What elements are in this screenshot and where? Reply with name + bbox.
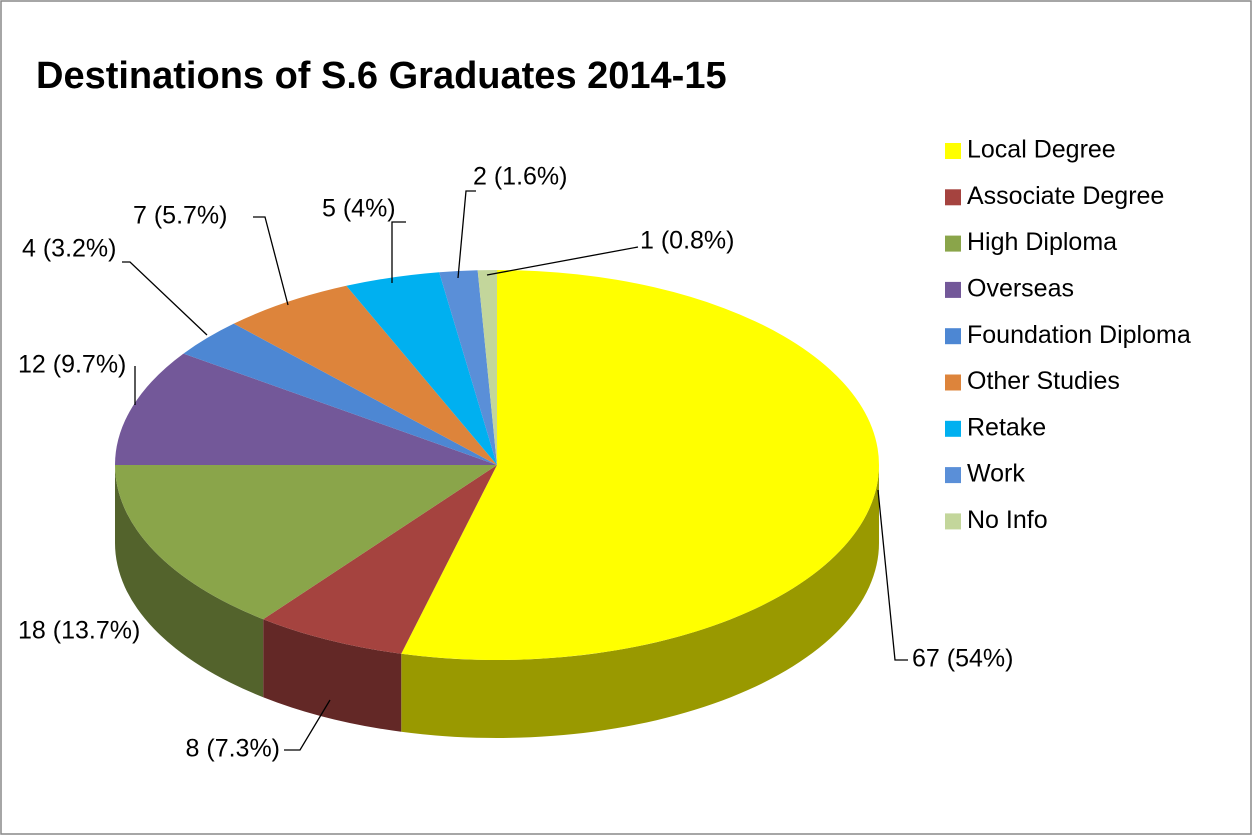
- legend-label: Other Studies: [967, 367, 1120, 395]
- legend-swatch: [945, 374, 961, 391]
- data-label: 67 (54%): [912, 645, 1013, 673]
- leader-line: [253, 216, 289, 306]
- leader-line: [877, 489, 908, 661]
- leader-line: [391, 221, 406, 283]
- data-label: 8 (7.3%): [186, 735, 280, 763]
- legend-label: Associate Degree: [967, 182, 1164, 210]
- legend-swatch: [945, 513, 961, 530]
- slice: [183, 323, 497, 465]
- legend-label: Overseas: [967, 275, 1074, 303]
- slice: [401, 270, 879, 660]
- slice: [233, 285, 497, 465]
- legend-swatch: [945, 328, 961, 345]
- chart-title: Destinations of S.6 Graduates 2014-15: [36, 55, 727, 97]
- slice: [477, 270, 497, 465]
- legend-swatch: [945, 189, 961, 206]
- data-label: 4 (3.2%): [22, 235, 116, 263]
- legend-label: Retake: [967, 413, 1046, 441]
- data-label: 1 (0.8%): [640, 227, 734, 255]
- data-label: 7 (5.7%): [133, 202, 227, 230]
- slice-side: [263, 619, 402, 732]
- data-label: 5 (4%): [322, 195, 396, 223]
- slice: [114, 465, 497, 620]
- legend-swatch: [945, 420, 961, 437]
- slice-side: [114, 465, 264, 698]
- leader-line: [122, 261, 208, 336]
- data-label: 2 (1.6%): [473, 163, 567, 191]
- legend-swatch: [945, 143, 961, 159]
- legend-label: Work: [967, 460, 1025, 488]
- slice: [439, 270, 497, 465]
- legend-label: Foundation Diploma: [967, 321, 1191, 349]
- legend-swatch: [945, 467, 961, 484]
- data-label: 12 (9.7%): [18, 351, 126, 379]
- leader-line: [486, 246, 639, 276]
- slice: [346, 272, 497, 465]
- legend-label: High Diploma: [967, 228, 1117, 256]
- leader-line: [284, 699, 331, 751]
- leader-line: [457, 190, 476, 279]
- data-label: 18 (13.7%): [18, 617, 140, 645]
- legend-label: No Info: [967, 506, 1048, 534]
- slice: [263, 465, 497, 654]
- legend-swatch: [945, 235, 961, 252]
- legend-label: Local Degree: [967, 136, 1116, 164]
- legend-swatch: [945, 281, 961, 298]
- slice: [115, 353, 497, 465]
- slice-side: [401, 465, 879, 738]
